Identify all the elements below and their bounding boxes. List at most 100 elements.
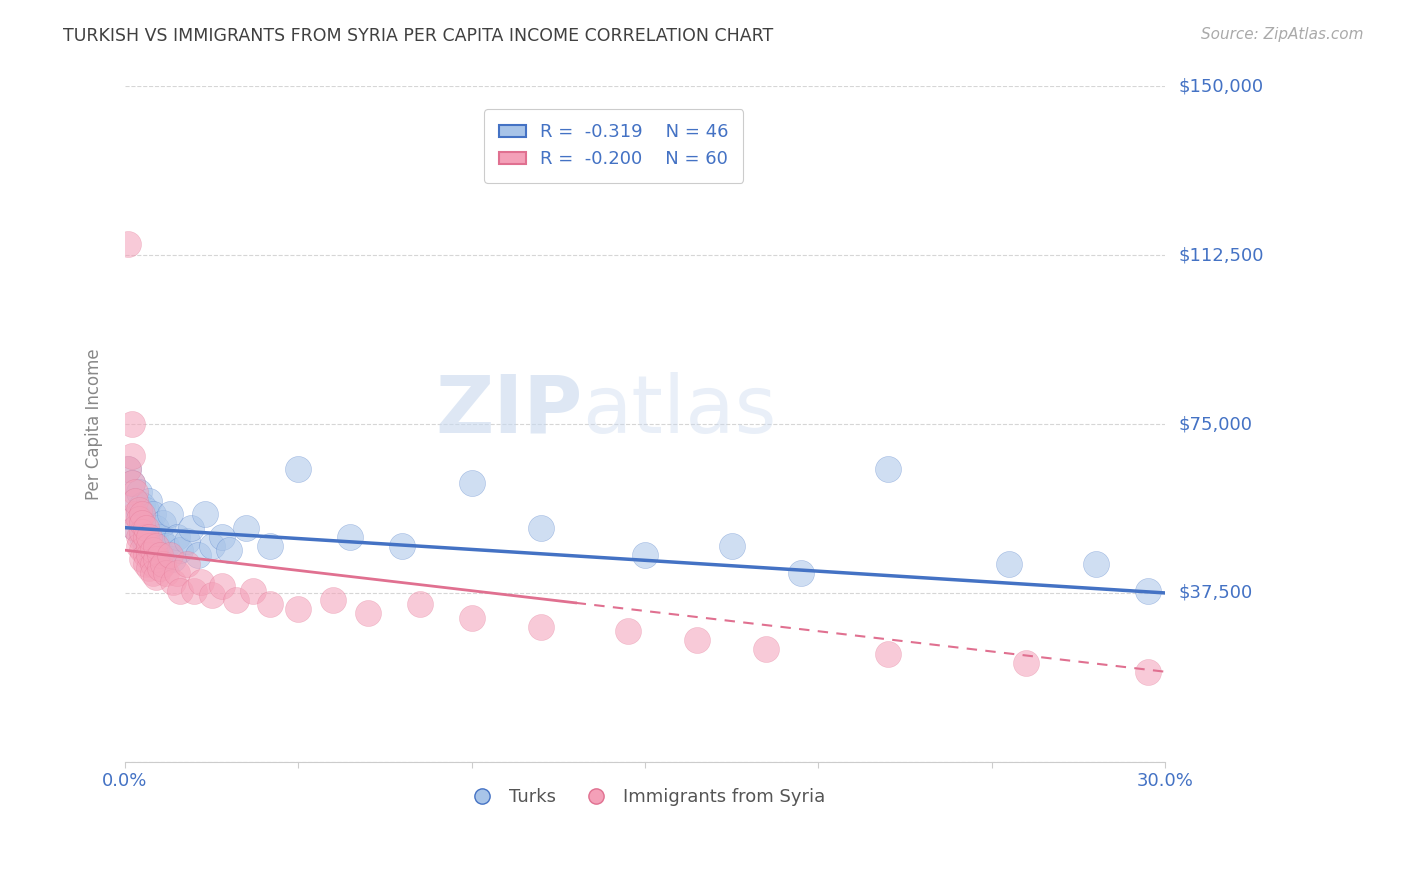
- Point: [218, 543, 240, 558]
- Point: [142, 557, 165, 571]
- Point: [138, 548, 160, 562]
- Point: [876, 462, 898, 476]
- Point: [142, 566, 165, 580]
- Point: [686, 633, 709, 648]
- Point: [121, 449, 143, 463]
- Y-axis label: Per Capita Income: Per Capita Income: [86, 348, 103, 500]
- Point: [124, 521, 146, 535]
- Point: [138, 539, 160, 553]
- Point: [131, 543, 153, 558]
- Point: [131, 498, 153, 512]
- Point: [200, 539, 222, 553]
- Point: [391, 539, 413, 553]
- Point: [242, 583, 264, 598]
- Point: [135, 502, 157, 516]
- Point: [634, 548, 657, 562]
- Point: [124, 493, 146, 508]
- Point: [169, 583, 191, 598]
- Point: [121, 417, 143, 431]
- Point: [166, 566, 188, 580]
- Point: [200, 588, 222, 602]
- Point: [162, 574, 184, 589]
- Point: [135, 557, 157, 571]
- Point: [131, 525, 153, 540]
- Point: [131, 511, 153, 525]
- Point: [117, 462, 139, 476]
- Point: [408, 597, 430, 611]
- Point: [287, 462, 309, 476]
- Point: [138, 561, 160, 575]
- Point: [135, 530, 157, 544]
- Point: [190, 574, 212, 589]
- Point: [225, 592, 247, 607]
- Point: [235, 521, 257, 535]
- Point: [142, 525, 165, 540]
- Point: [145, 539, 167, 553]
- Point: [117, 237, 139, 252]
- Point: [159, 507, 181, 521]
- Point: [152, 516, 174, 530]
- Point: [1015, 656, 1038, 670]
- Text: Source: ZipAtlas.com: Source: ZipAtlas.com: [1201, 27, 1364, 42]
- Point: [460, 475, 482, 490]
- Point: [720, 539, 742, 553]
- Point: [131, 552, 153, 566]
- Point: [131, 507, 153, 521]
- Point: [616, 624, 638, 639]
- Point: [145, 570, 167, 584]
- Point: [131, 516, 153, 530]
- Point: [148, 561, 170, 575]
- Point: [169, 543, 191, 558]
- Text: $75,000: $75,000: [1180, 415, 1253, 434]
- Point: [128, 511, 150, 525]
- Point: [148, 548, 170, 562]
- Point: [176, 557, 198, 571]
- Point: [135, 521, 157, 535]
- Point: [148, 543, 170, 558]
- Point: [194, 507, 217, 521]
- Point: [1084, 557, 1107, 571]
- Point: [162, 552, 184, 566]
- Point: [138, 516, 160, 530]
- Point: [121, 475, 143, 490]
- Point: [876, 647, 898, 661]
- Point: [145, 534, 167, 549]
- Point: [259, 597, 281, 611]
- Point: [998, 557, 1021, 571]
- Text: atlas: atlas: [582, 372, 778, 450]
- Text: $37,500: $37,500: [1180, 584, 1253, 602]
- Point: [287, 601, 309, 615]
- Point: [131, 530, 153, 544]
- Point: [135, 548, 157, 562]
- Point: [155, 566, 177, 580]
- Point: [530, 620, 553, 634]
- Point: [117, 462, 139, 476]
- Point: [183, 583, 205, 598]
- Point: [460, 610, 482, 624]
- Point: [530, 521, 553, 535]
- Point: [124, 493, 146, 508]
- Point: [124, 521, 146, 535]
- Point: [322, 592, 344, 607]
- Point: [121, 475, 143, 490]
- Point: [211, 530, 233, 544]
- Text: $150,000: $150,000: [1180, 78, 1264, 95]
- Point: [159, 548, 181, 562]
- Point: [142, 507, 165, 521]
- Point: [180, 521, 202, 535]
- Point: [145, 552, 167, 566]
- Point: [128, 539, 150, 553]
- Point: [1136, 665, 1159, 679]
- Point: [339, 530, 361, 544]
- Point: [128, 502, 150, 516]
- Point: [259, 539, 281, 553]
- Point: [152, 557, 174, 571]
- Point: [755, 642, 778, 657]
- Point: [145, 521, 167, 535]
- Point: [135, 539, 157, 553]
- Point: [1136, 583, 1159, 598]
- Point: [148, 530, 170, 544]
- Text: ZIP: ZIP: [436, 372, 582, 450]
- Point: [124, 484, 146, 499]
- Point: [155, 539, 177, 553]
